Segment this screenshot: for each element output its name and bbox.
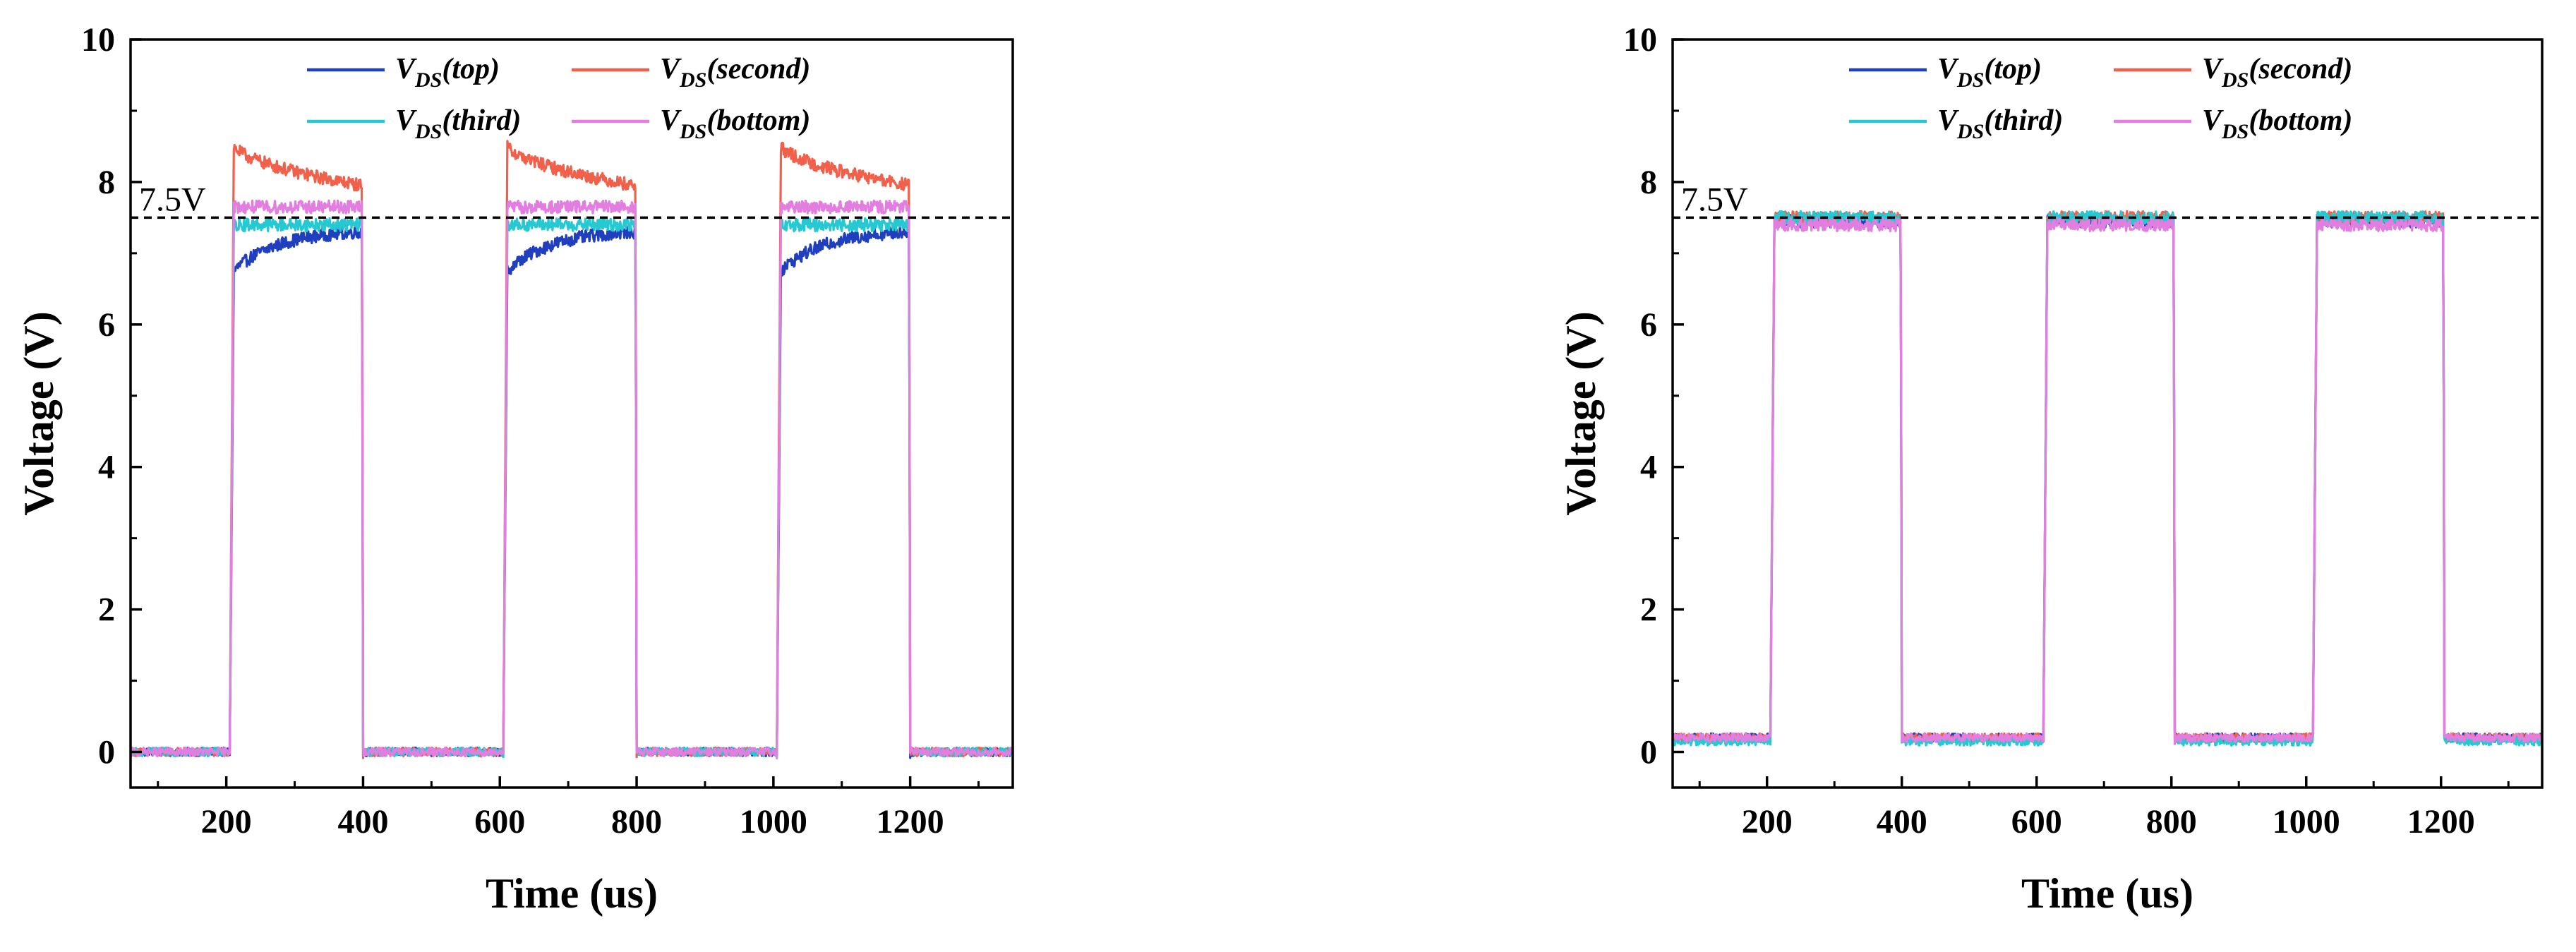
series-line-top	[1673, 213, 2542, 743]
legend-entry: VDS(top)	[1937, 53, 2042, 92]
chart-left: 7.5V 200 400 600 800 1000 1200 0 2 4 6 8 10 Time (us)…	[16, 21, 1014, 917]
legend-entry: VDS(second)	[2202, 53, 2352, 92]
series-line-third	[1673, 210, 2542, 747]
legend-entry: VDS(second)	[660, 53, 810, 92]
x-axis-title: Time (us)	[486, 870, 658, 917]
y-axis-title: Voltage (V)	[1558, 311, 1604, 515]
y-tick-label: 4	[1640, 449, 1657, 486]
y-tick-label: 0	[1640, 734, 1657, 771]
series-line-bottom	[1673, 217, 2542, 745]
y-tick-label: 6	[1640, 306, 1657, 344]
y-tick-label: 4	[98, 449, 115, 486]
series-line-second	[131, 140, 1013, 759]
y-tick-label: 8	[1640, 164, 1657, 201]
x-tick-label: 1200	[877, 803, 944, 840]
x-tick-label: 1200	[2407, 803, 2475, 840]
series-line-second	[1673, 210, 2542, 743]
y-tick-label: 8	[98, 164, 115, 201]
legend-entry: VDS(bottom)	[2202, 104, 2352, 143]
reference-line-label: 7.5V	[139, 181, 206, 218]
series-group	[1673, 210, 2542, 747]
chart-right: 7.5V 200 400 600 800 1000 1200 0 2 4 6 8 10 Time (us)…	[1558, 21, 2544, 917]
y-tick-label: 2	[98, 591, 115, 629]
x-tick-label: 400	[337, 803, 388, 840]
reference-line-label: 7.5V	[1681, 181, 1748, 218]
series-line-third	[131, 217, 1013, 759]
series-line-top	[131, 224, 1013, 759]
legend-entry: VDS(third)	[1937, 104, 2063, 143]
y-tick-label: 2	[1640, 591, 1657, 629]
legend-entry: VDS(top)	[395, 53, 500, 92]
x-tick-label: 1000	[2273, 803, 2340, 840]
x-tick-label: 600	[2011, 803, 2062, 840]
legend: VDS(top) VDS(second) VDS(third) VDS(bottom)	[307, 53, 810, 143]
x-tick-label: 800	[611, 803, 662, 840]
x-tick-label: 1000	[740, 803, 807, 840]
y-tick-label: 6	[98, 306, 115, 344]
x-tick-label: 800	[2146, 803, 2197, 840]
y-tick-label: 10	[81, 21, 115, 59]
y-tick-label: 10	[1623, 21, 1657, 59]
plot-frame	[129, 38, 1014, 789]
x-tick-label: 200	[201, 803, 252, 840]
legend-entry: VDS(bottom)	[660, 104, 810, 143]
y-axis-title: Voltage (V)	[16, 311, 62, 515]
x-tick-label: 600	[474, 803, 525, 840]
x-axis-title: Time (us)	[2021, 870, 2193, 917]
legend: VDS(top) VDS(second) VDS(third) VDS(bottom)	[1849, 53, 2352, 143]
legend-entry: VDS(third)	[395, 104, 521, 143]
plot-frame	[1671, 38, 2544, 789]
x-tick-label: 200	[1742, 803, 1793, 840]
x-tick-label: 400	[1877, 803, 1927, 840]
series-line-bottom	[131, 199, 1013, 760]
y-tick-label: 0	[98, 734, 115, 771]
series-group	[131, 140, 1013, 760]
